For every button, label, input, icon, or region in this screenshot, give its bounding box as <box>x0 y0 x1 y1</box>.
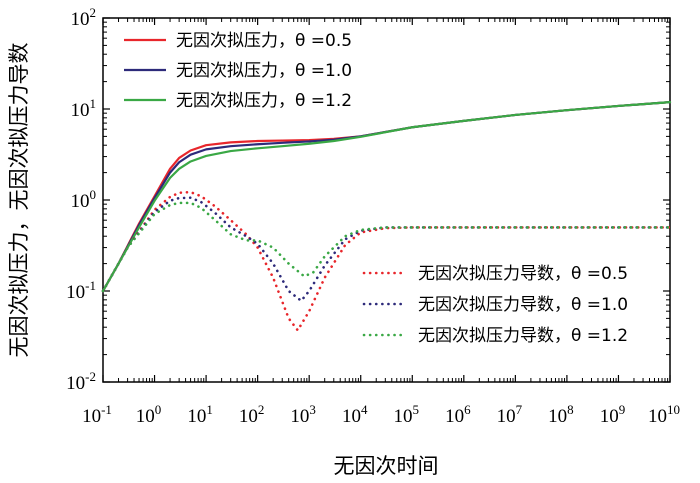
x-tick-label: 106 <box>445 402 471 427</box>
y-tick-label: 102 <box>71 5 97 30</box>
x-tick-label: 107 <box>497 402 523 427</box>
x-tick-label: 1010 <box>648 402 680 427</box>
x-tick-label: 103 <box>290 402 316 427</box>
legend-label-2: 无因次拟压力，θ =1.0 <box>176 61 352 81</box>
legend-label-3: 无因次拟压力，θ =1.2 <box>176 91 352 111</box>
x-tick-label: 104 <box>342 402 368 427</box>
x-tick-label: 105 <box>394 402 420 427</box>
x-tick-label: 109 <box>600 402 626 427</box>
series-line-1 <box>101 101 672 293</box>
legend: 无因次拟压力，θ =0.5 无因次拟压力，θ =1.0 无因次拟压力，θ =1.2 无… <box>124 31 628 346</box>
x-tick-label: 100 <box>136 402 162 427</box>
series-line-2 <box>101 101 672 293</box>
tick-labels: 10-1 100 101 102 103 104 105 106 107 108 109 1010 10… <box>66 5 680 427</box>
y-tick-label: 10-2 <box>66 369 96 394</box>
ticks <box>102 17 671 383</box>
x-tick-label: 108 <box>548 402 574 427</box>
series-line-3 <box>101 101 672 293</box>
legend-label-6: 无因次拟压力导数，θ =1.2 <box>418 326 628 346</box>
legend-label-4: 无因次拟压力导数，θ =0.5 <box>418 264 628 284</box>
legend-label-5: 无因次拟压力导数，θ =1.0 <box>418 295 628 315</box>
legend-label-1: 无因次拟压力，θ =0.5 <box>176 31 352 51</box>
y-axis-title: 无因次拟压力，无因次拟压力导数 <box>7 43 31 358</box>
series-line-6 <box>101 201 672 293</box>
x-axis-title: 无因次时间 <box>334 454 439 478</box>
x-tick-label: 10-1 <box>82 402 112 427</box>
x-tick-label: 101 <box>187 402 213 427</box>
x-tick-label: 102 <box>239 402 264 427</box>
series-line-4 <box>101 190 672 332</box>
series-line-5 <box>101 196 672 303</box>
y-tick-label: 100 <box>71 187 97 212</box>
y-tick-label: 101 <box>71 96 97 121</box>
y-tick-label: 10-1 <box>66 278 96 303</box>
series-layer <box>101 101 672 332</box>
